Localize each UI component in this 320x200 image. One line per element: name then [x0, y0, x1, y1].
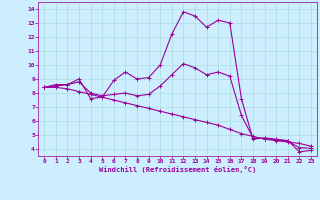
X-axis label: Windchill (Refroidissement éolien,°C): Windchill (Refroidissement éolien,°C)	[99, 166, 256, 173]
